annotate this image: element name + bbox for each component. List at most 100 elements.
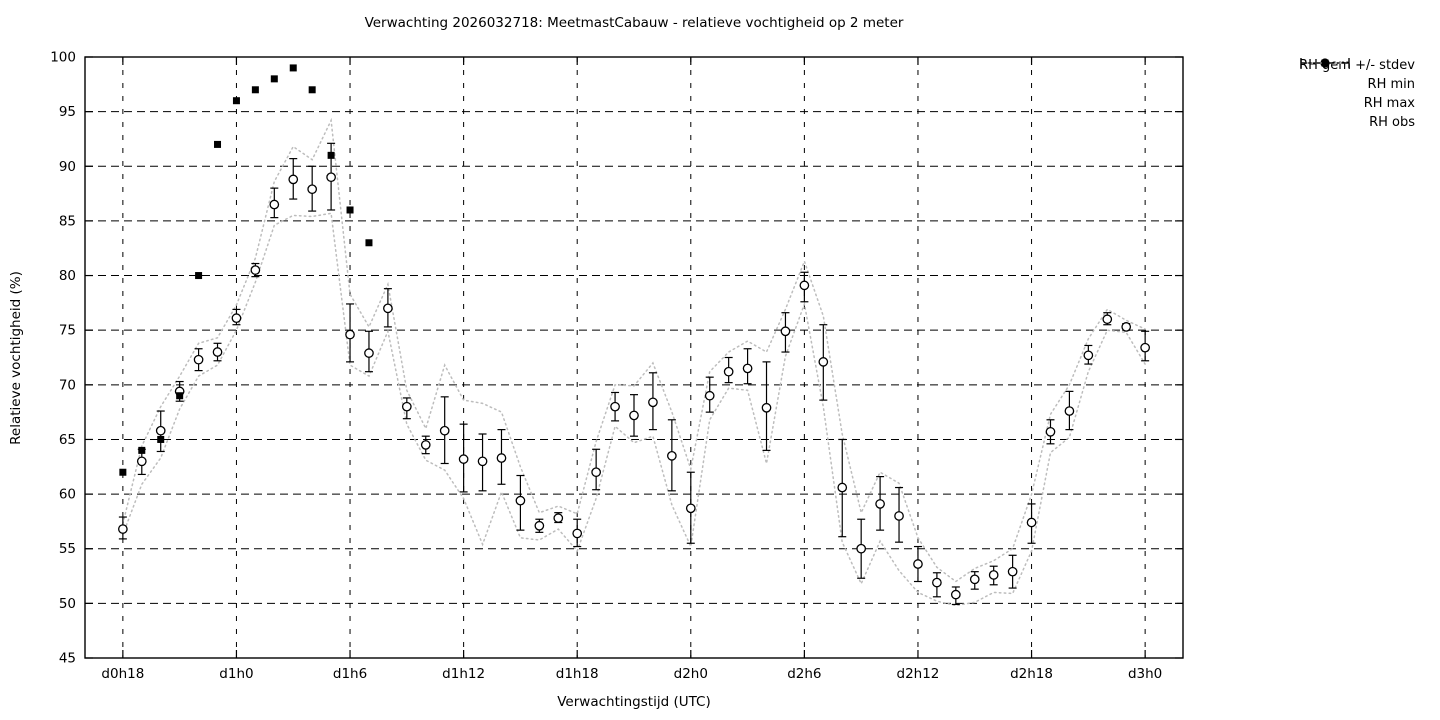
rh-obs-point — [157, 435, 165, 443]
rh-gem-point — [988, 570, 999, 580]
rh-gem-point — [250, 265, 261, 275]
rh-gem-point — [685, 503, 696, 514]
rh-gem-point — [837, 482, 848, 493]
rh-obs-point — [365, 239, 373, 247]
rh-gem-point — [1064, 406, 1075, 416]
rh-gem-point — [818, 357, 829, 367]
rh-gem-point — [1140, 342, 1150, 353]
y-tick-label: 85 — [59, 213, 76, 229]
rh-gem-point — [572, 528, 583, 539]
rh-gem-point — [136, 456, 147, 467]
rh-gem-point — [269, 199, 280, 210]
y-tick-label: 65 — [59, 432, 76, 448]
y-tick-label: 50 — [59, 596, 76, 612]
y-tick-label: 45 — [59, 651, 76, 667]
x-tick-label: d2h0 — [674, 666, 708, 682]
legend-row-rh-obs: RH obs — [1299, 58, 1423, 132]
rh-gem-point — [969, 574, 980, 585]
rh-gem-point — [1026, 517, 1037, 528]
rh-gem-point — [288, 174, 299, 185]
x-tick-label: d1h6 — [333, 666, 367, 682]
rh-gem-point — [1083, 350, 1094, 361]
x-tick-label: d1h12 — [442, 666, 485, 682]
rh-gem-point — [118, 524, 128, 534]
rh-obs-point — [138, 446, 146, 454]
rh-gem-point — [1045, 426, 1056, 437]
rh-gem-point — [515, 495, 526, 506]
x-tick-label: d2h12 — [897, 666, 940, 682]
x-tick-label: d0h18 — [101, 666, 144, 682]
legend: RH gem +/- stdev RH min RH max RH obs — [1299, 56, 1423, 132]
y-tick-label: 70 — [59, 377, 76, 393]
legend-row-rh-min: RH min — [1299, 62, 1423, 94]
rh-gem-point — [591, 467, 601, 478]
plot-border — [84, 56, 1184, 659]
y-tick-label: 95 — [59, 104, 76, 120]
rh-obs-point — [195, 272, 203, 280]
dashdot-square-icon — [1300, 58, 1350, 68]
rh-obs-point — [214, 140, 222, 148]
rh-gem-point — [1121, 322, 1132, 332]
y-tick-label: 80 — [59, 268, 76, 284]
rh-gem-point — [761, 402, 772, 413]
rh-obs-point — [119, 468, 127, 476]
rh-max-line — [122, 117, 1146, 583]
rh-gem-point — [477, 456, 488, 467]
rh-obs-point — [270, 75, 278, 83]
rh-gem-point — [913, 559, 923, 569]
rh-gem-point — [496, 453, 507, 463]
x-tick-label: d3h0 — [1128, 666, 1162, 682]
rh-gem-point — [345, 329, 355, 340]
rh-gem-point — [439, 425, 450, 436]
rh-obs-point — [251, 86, 259, 94]
rh-gem-point — [894, 511, 904, 521]
y-tick-label: 75 — [59, 323, 76, 339]
y-tick-label: 60 — [59, 487, 76, 503]
legend-label-rh-obs: RH obs — [1369, 115, 1415, 130]
legend-label-rh-min: RH min — [1367, 77, 1415, 92]
rh-gem-point — [799, 280, 810, 291]
x-tick-label: d1h18 — [556, 666, 599, 682]
x-axis-label: Verwachtingstijd (UTC) — [557, 694, 711, 710]
y-axis-label: Relatieve vochtigheid (%) — [8, 271, 24, 445]
rh-gem-point — [307, 184, 318, 195]
rh-gem-point — [1102, 314, 1113, 325]
rh-gem-point — [875, 499, 885, 509]
rh-obs-point — [176, 392, 184, 400]
rh-gem-point — [780, 326, 791, 337]
chart-title: Verwachting 2026032718: MeetmastCabauw -… — [364, 15, 904, 31]
rh-gem-point — [401, 401, 412, 412]
rh-obs-point — [232, 97, 240, 105]
rh-obs-point — [308, 86, 316, 94]
rh-gem-point — [155, 425, 166, 436]
rh-gem-point — [420, 440, 431, 450]
rh-gem-point — [1007, 566, 1018, 577]
rh-gem-point — [629, 410, 639, 421]
x-tick-label: d2h6 — [787, 666, 821, 682]
rh-gem-point — [667, 450, 677, 461]
rh-gem-point — [704, 390, 715, 401]
rh-gem-point — [610, 401, 620, 412]
rh-gem-point — [364, 348, 374, 358]
legend-row-rh-max: RH max — [1299, 62, 1423, 113]
rh-gem-point — [326, 172, 336, 183]
legend-label-rh-max: RH max — [1363, 96, 1415, 111]
rh-gem-point — [383, 303, 393, 314]
x-tick-label: d2h18 — [1010, 666, 1053, 682]
rh-gem-point — [212, 347, 223, 357]
y-tick-label: 90 — [59, 159, 76, 175]
rh-gem-point — [231, 313, 242, 324]
y-tick-label: 100 — [50, 50, 76, 66]
rh-gem-point — [534, 520, 545, 531]
rh-gem-point — [648, 397, 658, 408]
y-tick-label: 55 — [59, 541, 76, 557]
x-tick-label: d1h0 — [219, 666, 253, 682]
rh-gem-point — [553, 513, 564, 523]
rh-gem-point — [742, 363, 753, 374]
rh-gem-point — [950, 589, 961, 600]
rh-gem-point — [193, 354, 204, 365]
rh-obs-point — [289, 64, 297, 72]
rh-gem-point — [723, 366, 734, 377]
